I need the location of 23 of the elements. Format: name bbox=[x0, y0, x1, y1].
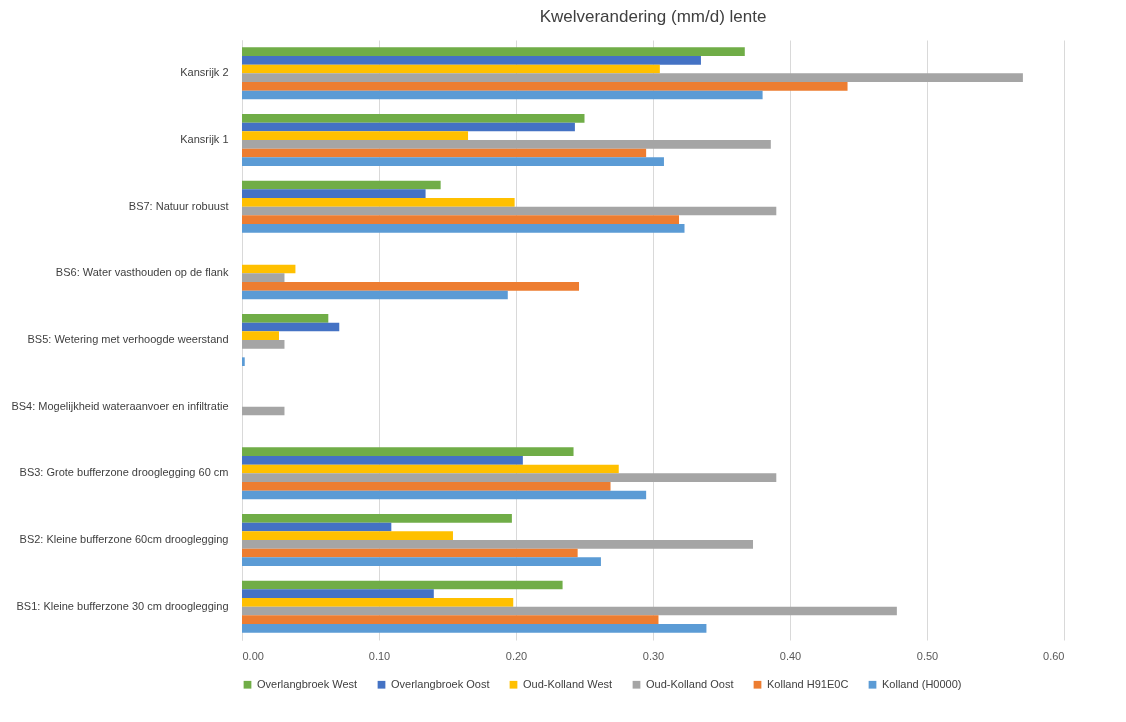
x-tick-label: 0.40 bbox=[779, 649, 802, 662]
y-tick-label: BS6: Water vasthouden op de flank bbox=[55, 266, 229, 279]
y-tick-label: BS1: Kleine bufferzone 30 cm drooglegging bbox=[16, 599, 229, 612]
y-tick-label: BS5: Wetering met verhoogde weerstand bbox=[27, 333, 229, 345]
x-tick-label: 0.10 bbox=[368, 649, 391, 662]
x-tick-label: 0.60 bbox=[1043, 649, 1065, 662]
legend-label: Overlangbroek Oost bbox=[391, 677, 490, 690]
legend-label: Kolland H91E0C bbox=[767, 677, 849, 690]
y-tick-label: BS3: Grote bufferzone drooglegging 60 cm bbox=[19, 466, 229, 479]
y-tick-label: Kansrijk 1 bbox=[180, 133, 229, 145]
y-tick-label: BS7: Natuur robuust bbox=[128, 199, 229, 212]
x-tick-label: 0.30 bbox=[642, 649, 665, 662]
chart-title: Kwelverandering (mm/d) lente bbox=[539, 7, 767, 26]
y-tick-label: BS4: Mogelijkheid wateraanvoer en infiltratie bbox=[11, 399, 229, 412]
x-tick-label: 0.00 bbox=[242, 649, 264, 662]
legend-label: Kolland (H0000) bbox=[882, 677, 962, 690]
legend-label: Overlangbroek West bbox=[257, 677, 358, 690]
y-tick-label: BS2: Kleine bufferzone 60cm drooglegging bbox=[19, 533, 229, 545]
y-tick-label: Kansrijk 2 bbox=[180, 66, 229, 79]
legend-label: Oud-Kolland West bbox=[523, 677, 613, 690]
legend-label: Oud-Kolland Oost bbox=[646, 677, 734, 690]
x-tick-label: 0.20 bbox=[505, 649, 528, 662]
x-tick-label: 0.50 bbox=[916, 649, 939, 662]
